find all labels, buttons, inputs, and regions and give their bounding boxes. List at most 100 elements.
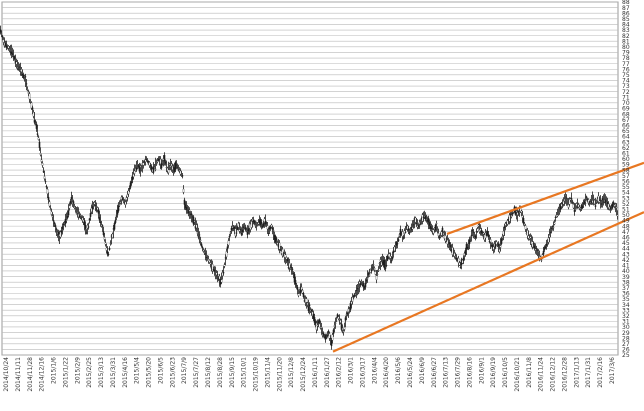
x-tick-label: 2015/5/20 xyxy=(146,357,153,388)
candle-body xyxy=(197,236,200,238)
candle-body xyxy=(391,257,394,259)
candle-body xyxy=(324,335,327,340)
candle-body xyxy=(593,200,596,204)
candle-body xyxy=(179,170,182,175)
candle-body xyxy=(307,306,310,312)
candle-body xyxy=(266,225,269,230)
candle-body xyxy=(536,249,539,251)
candle-body xyxy=(8,48,11,50)
candle-body xyxy=(216,274,219,276)
plot-background xyxy=(1,1,619,356)
candle-body xyxy=(330,339,333,347)
candle-body xyxy=(286,258,289,262)
candle-body xyxy=(377,270,380,272)
y-tick-label: 37 xyxy=(622,285,630,292)
x-tick-label: 2015/6/23 xyxy=(169,357,176,388)
candle-body xyxy=(397,239,400,242)
candle-body xyxy=(267,233,270,235)
candle-body xyxy=(414,217,417,223)
candle-body xyxy=(445,238,448,240)
candle-body xyxy=(27,92,30,94)
candle-body xyxy=(168,163,171,165)
candle-body xyxy=(75,212,78,214)
candle-body xyxy=(316,324,319,327)
candle-body xyxy=(415,222,418,224)
y-tick-label: 57 xyxy=(622,173,630,180)
candle-body xyxy=(89,213,92,217)
candle-body xyxy=(121,198,124,200)
candle-body xyxy=(7,46,10,49)
x-tick-label: 2016/2/12 xyxy=(336,357,343,388)
y-tick-label: 45 xyxy=(622,240,630,247)
candle-body xyxy=(53,222,56,224)
candle-body xyxy=(126,194,129,198)
x-axis-ticks: 2014/10/24 2014/11/11 2014/11/28 2014/12/16… xyxy=(3,357,616,392)
y-tick-label: 71 xyxy=(622,94,630,101)
candle-body xyxy=(190,213,193,216)
candle-body xyxy=(550,228,553,230)
candle-body xyxy=(332,329,335,334)
candle-body xyxy=(372,264,375,265)
candle-body xyxy=(30,102,33,109)
trendlines xyxy=(332,161,644,353)
candle-body xyxy=(144,159,147,162)
x-tick-label: 2015/2/9 xyxy=(74,357,81,384)
candle-body xyxy=(466,246,469,249)
candle-body xyxy=(554,216,557,218)
candle-body xyxy=(362,283,365,287)
candle-body xyxy=(70,197,73,200)
candle-body xyxy=(310,310,313,312)
candle-body xyxy=(569,198,572,201)
candle-body xyxy=(434,224,437,231)
candle-body xyxy=(599,199,602,201)
candle-body xyxy=(195,224,198,229)
candle-body xyxy=(300,287,303,290)
candle-body xyxy=(223,264,226,267)
candle-body xyxy=(522,217,525,224)
candle-body xyxy=(343,327,346,330)
candle-body xyxy=(119,201,122,203)
candle-body xyxy=(103,237,106,240)
candle-body xyxy=(595,201,598,203)
candle-body xyxy=(84,225,87,229)
candle-body xyxy=(506,220,509,225)
candle-body xyxy=(327,330,330,333)
x-tick-label: 2016/12/28 xyxy=(561,357,568,392)
candle-body xyxy=(139,165,142,168)
candle-body xyxy=(501,236,504,238)
candle-body xyxy=(272,229,275,231)
y-tick-label: 41 xyxy=(622,263,630,270)
candle-body xyxy=(331,334,334,341)
x-tick-label: 2016/6/27 xyxy=(431,357,438,388)
candle-body xyxy=(383,260,386,269)
candle-body xyxy=(565,197,568,199)
y-tick-label: 48 xyxy=(622,223,630,230)
candle-body xyxy=(227,240,230,246)
candle-body xyxy=(35,123,38,129)
candle-body xyxy=(575,203,578,206)
trendline xyxy=(446,161,644,236)
candle-body xyxy=(477,224,480,227)
candle-body xyxy=(376,273,379,275)
candle-body xyxy=(351,297,354,302)
candle-body xyxy=(373,268,376,270)
candle-body xyxy=(612,202,615,204)
candle-body xyxy=(269,226,272,229)
candle-body xyxy=(51,215,54,218)
y-tick-label: 83 xyxy=(622,27,630,34)
candle-body xyxy=(344,317,347,321)
candle-body xyxy=(615,206,618,209)
candle-body xyxy=(183,199,186,205)
candle-body xyxy=(181,175,184,177)
candle-body xyxy=(97,209,100,214)
y-tick-label: 55 xyxy=(622,184,630,191)
candle-body xyxy=(101,225,104,227)
candle-body xyxy=(407,228,410,231)
candle-body xyxy=(334,323,337,324)
candle-body xyxy=(93,202,96,205)
candle-body xyxy=(524,225,527,230)
candle-body xyxy=(128,188,131,190)
candle-body xyxy=(306,302,309,305)
x-tick-label: 2016/11/8 xyxy=(526,357,533,388)
y-tick-label: 30 xyxy=(622,324,630,331)
